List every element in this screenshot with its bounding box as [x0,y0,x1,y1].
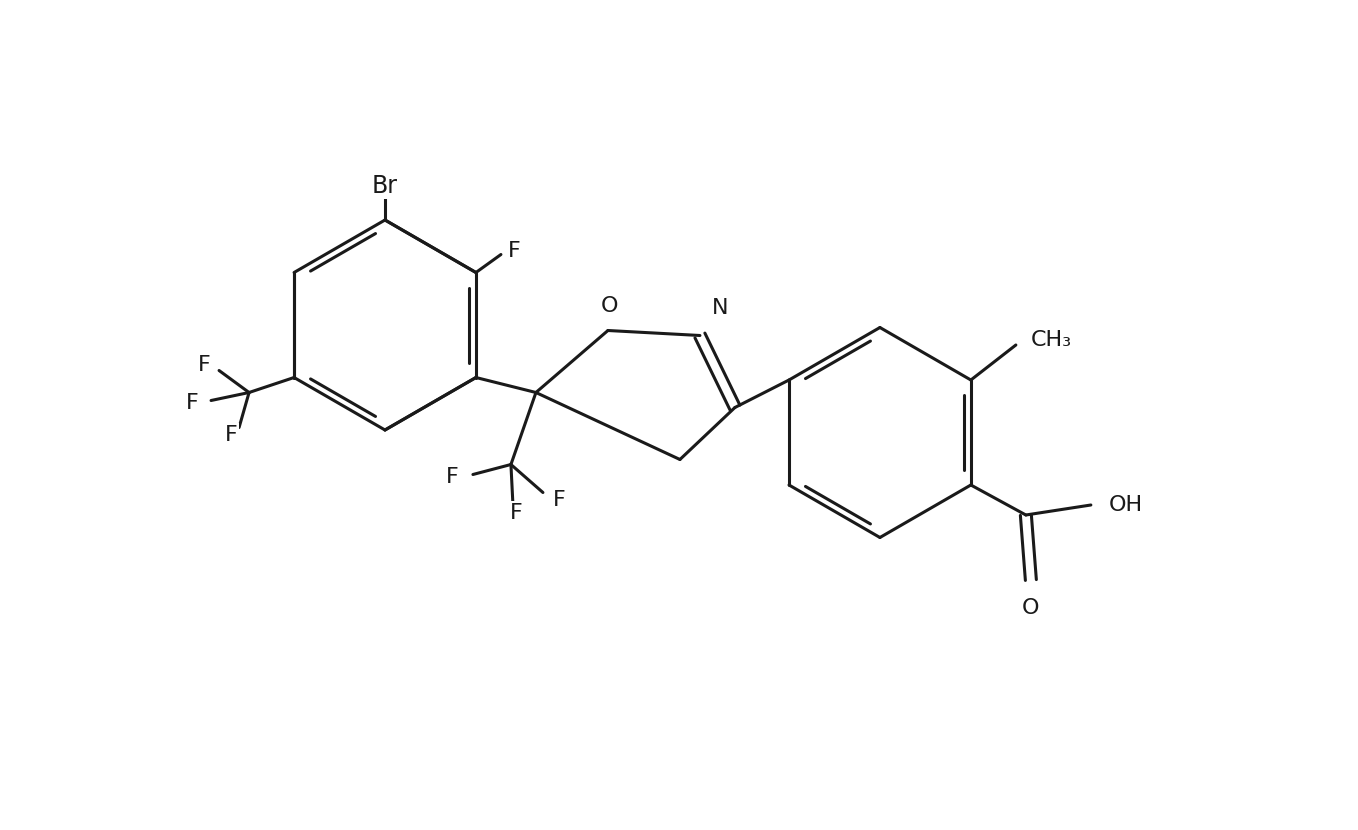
Text: O: O [602,295,619,315]
Text: F: F [509,502,523,523]
Text: OH: OH [1109,495,1143,515]
Text: N: N [712,297,728,318]
Text: Br: Br [372,174,398,198]
Text: F: F [508,241,520,261]
Text: F: F [186,393,200,413]
Text: F: F [224,424,238,445]
Text: CH₃: CH₃ [1031,330,1071,350]
Text: F: F [553,490,566,510]
Text: O: O [1023,598,1040,618]
Text: F: F [198,354,210,374]
Text: F: F [447,466,459,486]
